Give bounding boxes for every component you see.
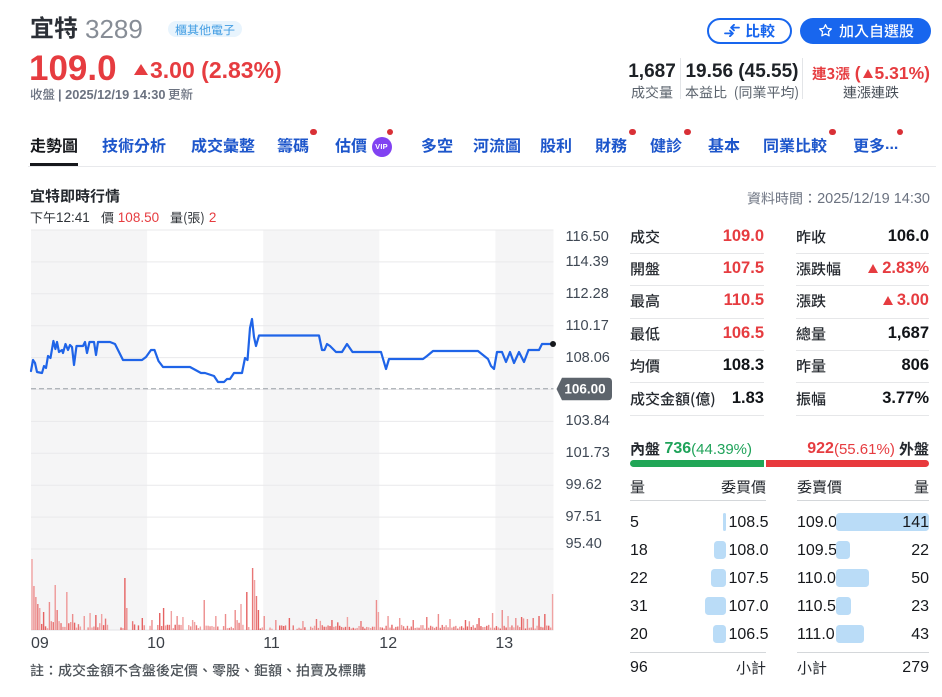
svg-text:106.00: 106.00 [564, 382, 605, 397]
